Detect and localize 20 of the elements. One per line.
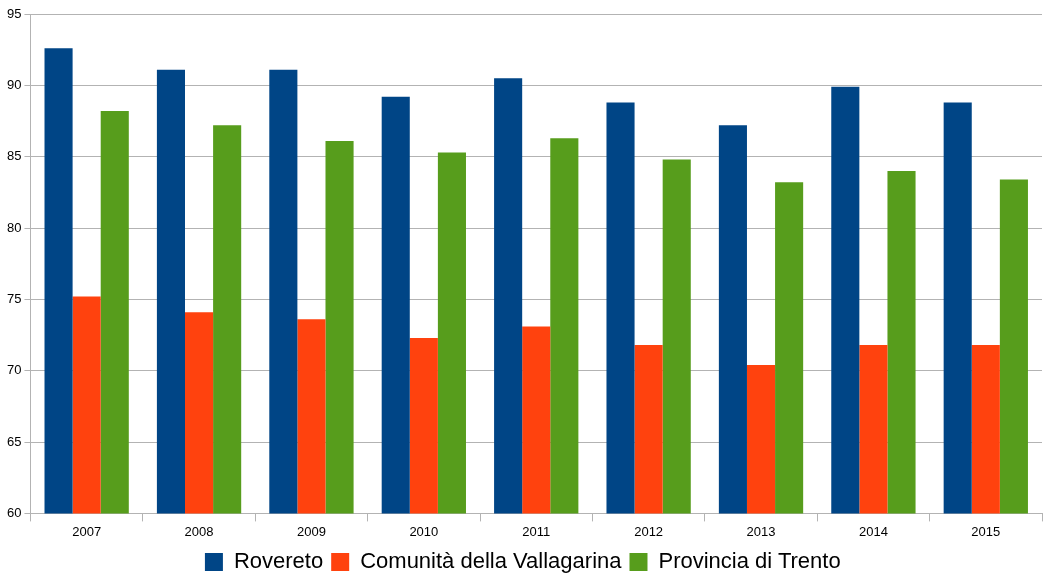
legend-label: Comunità della Vallagarina — [360, 548, 623, 574]
x-tick-label: 2013 — [746, 523, 776, 539]
x-tick-label: 2015 — [971, 523, 1001, 539]
x-tick-label: 2014 — [858, 523, 888, 539]
y-tick-label: 80 — [6, 219, 22, 235]
x-tick-label: 2008 — [184, 523, 214, 539]
y-tick-label: 95 — [6, 5, 22, 21]
legend-label: Rovereto — [233, 548, 324, 574]
x-tick-label: 2009 — [296, 523, 326, 539]
y-tick-label: 90 — [6, 76, 22, 92]
y-tick-label: 65 — [6, 433, 22, 449]
x-tick-label: 2007 — [72, 523, 102, 539]
y-tick-label: 60 — [6, 504, 22, 520]
x-tick-label: 2012 — [634, 523, 664, 539]
x-tick-label: 2011 — [522, 523, 551, 539]
legend-label: Provincia di Trento — [658, 548, 841, 574]
x-tick-label: 2010 — [409, 523, 439, 539]
y-tick-label: 75 — [6, 290, 22, 306]
y-tick-label: 70 — [6, 362, 22, 378]
y-tick-label: 85 — [6, 148, 22, 164]
